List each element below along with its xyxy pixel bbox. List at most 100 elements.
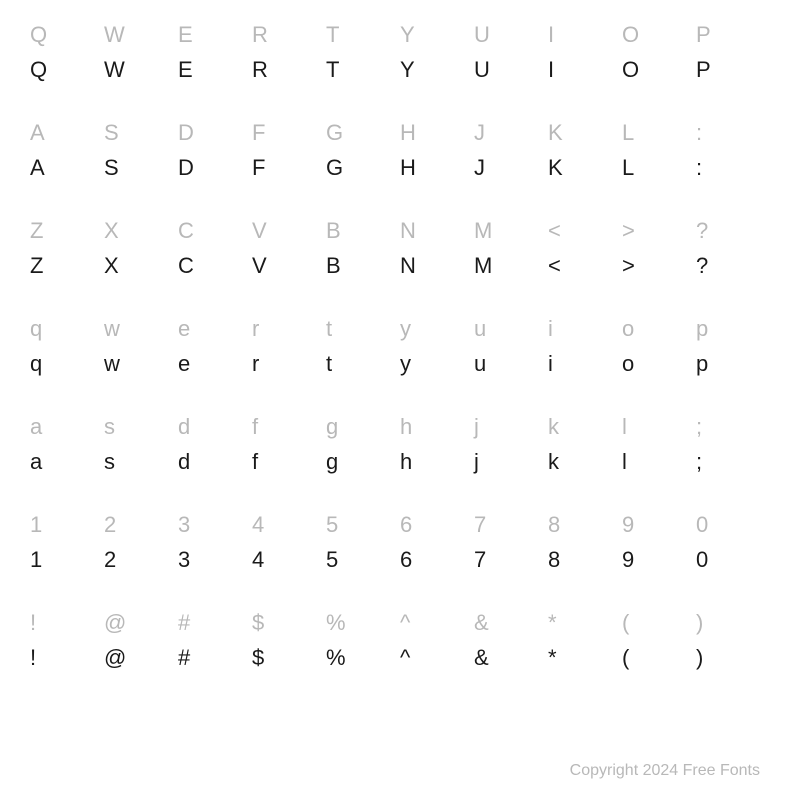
char-row: ZZXXCCVVBBNNMM<<>>?? <box>30 216 770 306</box>
sample-glyph: F <box>252 155 265 181</box>
char-cell: AA <box>30 118 104 208</box>
reference-glyph: F <box>252 118 265 149</box>
reference-glyph: d <box>178 412 190 443</box>
sample-glyph: # <box>178 645 190 671</box>
reference-glyph: # <box>178 608 190 639</box>
reference-glyph: f <box>252 412 258 443</box>
reference-glyph: 1 <box>30 510 42 541</box>
char-cell: rr <box>252 314 326 404</box>
reference-glyph: 9 <box>622 510 634 541</box>
reference-glyph: P <box>696 20 711 51</box>
sample-glyph: w <box>104 351 120 377</box>
reference-glyph: % <box>326 608 346 639</box>
sample-glyph: Y <box>400 57 415 83</box>
sample-glyph: ! <box>30 645 36 671</box>
char-cell: YY <box>400 20 474 110</box>
sample-glyph: ( <box>622 645 629 671</box>
sample-glyph: U <box>474 57 490 83</box>
char-cell: ## <box>178 608 252 698</box>
sample-glyph: s <box>104 449 115 475</box>
reference-glyph: J <box>474 118 485 149</box>
sample-glyph: ? <box>696 253 708 279</box>
char-cell: MM <box>474 216 548 306</box>
sample-glyph: O <box>622 57 639 83</box>
reference-glyph: w <box>104 314 120 345</box>
sample-glyph: q <box>30 351 42 377</box>
copyright-text: Copyright 2024 Free Fonts <box>570 762 760 780</box>
sample-glyph: t <box>326 351 332 377</box>
char-cell: qq <box>30 314 104 404</box>
sample-glyph: I <box>548 57 554 83</box>
char-cell: ^^ <box>400 608 474 698</box>
reference-glyph: B <box>326 216 341 247</box>
reference-glyph: & <box>474 608 489 639</box>
sample-glyph: % <box>326 645 346 671</box>
reference-glyph: 5 <box>326 510 338 541</box>
char-cell: 33 <box>178 510 252 600</box>
char-cell: 66 <box>400 510 474 600</box>
reference-glyph: i <box>548 314 553 345</box>
sample-glyph: u <box>474 351 486 377</box>
char-cell: WW <box>104 20 178 110</box>
char-cell: $$ <box>252 608 326 698</box>
char-cell: ii <box>548 314 622 404</box>
reference-glyph: o <box>622 314 634 345</box>
reference-glyph: r <box>252 314 259 345</box>
reference-glyph: k <box>548 412 559 443</box>
sample-glyph: > <box>622 253 635 279</box>
char-cell: ee <box>178 314 252 404</box>
char-cell: uu <box>474 314 548 404</box>
reference-glyph: R <box>252 20 268 51</box>
char-cell: 77 <box>474 510 548 600</box>
char-cell: ww <box>104 314 178 404</box>
char-cell: jj <box>474 412 548 502</box>
char-cell: RR <box>252 20 326 110</box>
sample-glyph: T <box>326 57 339 83</box>
sample-glyph: p <box>696 351 708 377</box>
sample-glyph: 6 <box>400 547 412 573</box>
sample-glyph: V <box>252 253 267 279</box>
char-cell: OO <box>622 20 696 110</box>
char-cell: NN <box>400 216 474 306</box>
sample-glyph: y <box>400 351 411 377</box>
char-cell: ;; <box>696 412 770 502</box>
sample-glyph: K <box>548 155 563 181</box>
sample-glyph: 7 <box>474 547 486 573</box>
reference-glyph: $ <box>252 608 264 639</box>
sample-glyph: Z <box>30 253 43 279</box>
char-cell: !! <box>30 608 104 698</box>
char-cell: SS <box>104 118 178 208</box>
reference-glyph: 2 <box>104 510 116 541</box>
char-cell: >> <box>622 216 696 306</box>
char-cell: && <box>474 608 548 698</box>
char-cell: 22 <box>104 510 178 600</box>
reference-glyph: h <box>400 412 412 443</box>
char-cell: ss <box>104 412 178 502</box>
char-cell: gg <box>326 412 400 502</box>
char-cell: %% <box>326 608 400 698</box>
sample-glyph: j <box>474 449 479 475</box>
reference-glyph: Z <box>30 216 43 247</box>
sample-glyph: 9 <box>622 547 634 573</box>
sample-glyph: 0 <box>696 547 708 573</box>
reference-glyph: ? <box>696 216 708 247</box>
reference-glyph: ( <box>622 608 629 639</box>
sample-glyph: 5 <box>326 547 338 573</box>
reference-glyph: C <box>178 216 194 247</box>
char-cell: DD <box>178 118 252 208</box>
char-cell: LL <box>622 118 696 208</box>
sample-glyph: a <box>30 449 42 475</box>
reference-glyph: y <box>400 314 411 345</box>
char-row: qqwweerrttyyuuiioopp <box>30 314 770 404</box>
reference-glyph: j <box>474 412 479 443</box>
char-cell: BB <box>326 216 400 306</box>
char-cell: << <box>548 216 622 306</box>
reference-glyph: a <box>30 412 42 443</box>
sample-glyph: N <box>400 253 416 279</box>
sample-glyph: f <box>252 449 258 475</box>
reference-glyph: s <box>104 412 115 443</box>
sample-glyph: d <box>178 449 190 475</box>
char-cell: ZZ <box>30 216 104 306</box>
reference-glyph: q <box>30 314 42 345</box>
char-cell: oo <box>622 314 696 404</box>
